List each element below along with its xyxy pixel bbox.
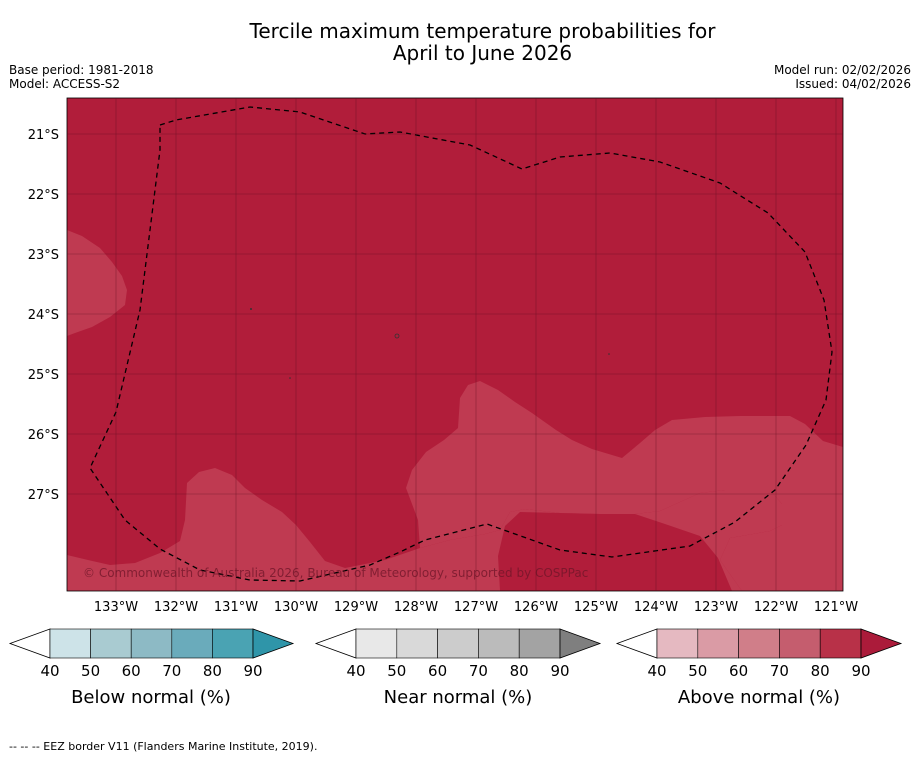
title-line-1: Tercile maximum temperature probabilitie…: [249, 19, 716, 43]
colorbar-tick-label: 60: [729, 662, 748, 680]
colorbar-over-arrow: [252, 628, 295, 659]
colorbar-segment: [478, 628, 520, 659]
island-marker: [608, 353, 610, 355]
title-line-2: April to June 2026: [392, 41, 573, 65]
colorbar-segment: [697, 628, 739, 659]
colorbar-2: 40 50 60 70 80 90 Near normal (%): [314, 628, 602, 708]
map-frame: [66, 97, 844, 592]
meta-right: Model run: 02/02/2026 Issued: 04/02/2026: [774, 63, 911, 91]
colorbar-segment: [396, 628, 438, 659]
base-period: Base period: 1981-2018: [9, 63, 154, 77]
colorbar-segment: [656, 628, 699, 659]
colorbar-3: 40 50 60 70 80 90 Above normal (%): [615, 628, 903, 708]
colorbar-tick-label: 50: [81, 662, 100, 680]
map-title: Tercile maximum temperature probabilitie…: [0, 20, 919, 64]
eez-border: [89, 106, 833, 582]
colorbars: 40 50 60 70 80 90 Below normal (%) 40 50 60 70 80 90…: [8, 628, 903, 708]
colorbar-under-arrow: [314, 628, 357, 659]
lon-label: 131°W: [214, 600, 258, 615]
colorbar-under-arrow: [8, 628, 51, 659]
colorbar-segment: [819, 628, 862, 659]
colorbar-segment: [49, 628, 91, 659]
colorbar-tick-label: 50: [688, 662, 707, 680]
colorbar-tick-label: 70: [162, 662, 181, 680]
colorbar-segment: [212, 628, 254, 659]
colorbar-segment: [738, 628, 780, 659]
gridlines: [67, 98, 843, 591]
colorbar-segment: [90, 628, 132, 659]
colorbar-tick-label: 60: [428, 662, 447, 680]
colorbar-tick-label: 70: [469, 662, 488, 680]
region-southcenter-dark: [498, 512, 732, 591]
lon-label: 132°W: [154, 600, 198, 615]
colorbar-segment: [518, 628, 561, 659]
colorbar-tick-label: 80: [811, 662, 830, 680]
lon-label: 121°W: [814, 600, 858, 615]
map-panel: © Commonwealth of Australia 2026, Bureau…: [66, 97, 844, 592]
model-run: Model run: 02/02/2026: [773, 63, 911, 77]
latitude-labels: 21°S 22°S 23°S 24°S 25°S 26°S 27°S: [28, 128, 59, 503]
colorbar-title: Near normal (%): [384, 687, 533, 708]
footnote-eez: -- -- -- EEZ border V11 (Flanders Marine…: [9, 740, 318, 753]
colorbar-over-arrow: [860, 628, 903, 659]
colorbar-tick-label: 50: [387, 662, 406, 680]
colorbar-segment: [130, 628, 173, 659]
meta-left: Base period: 1981-2018 Model: ACCESS-S2: [9, 63, 154, 91]
colorbar-tick-label: 90: [851, 662, 870, 680]
lon-label: 133°W: [94, 600, 138, 615]
colorbar-tick-label: 80: [510, 662, 529, 680]
lon-label: 122°W: [754, 600, 798, 615]
lat-label: 27°S: [28, 488, 59, 503]
lat-label: 22°S: [28, 188, 59, 203]
colorbar-tick-label: 60: [122, 662, 141, 680]
longitude-labels: 133°W 132°W 131°W 130°W 129°W 128°W 127°W 126°W…: [94, 600, 858, 615]
model-name: Model: ACCESS-S2: [9, 77, 121, 91]
lat-label: 23°S: [28, 248, 59, 263]
colorbar-over-arrow: [559, 628, 602, 659]
lon-label: 123°W: [694, 600, 738, 615]
lon-label: 129°W: [334, 600, 378, 615]
lon-label: 124°W: [634, 600, 678, 615]
colorbar-tick-label: 80: [203, 662, 222, 680]
lat-label: 24°S: [28, 308, 59, 323]
colorbar-title: Above normal (%): [678, 687, 840, 708]
colorbar-title: Below normal (%): [71, 687, 231, 708]
colorbar-tick-label: 90: [550, 662, 569, 680]
lon-label: 125°W: [574, 600, 618, 615]
island-marker: [289, 377, 291, 379]
colorbar-segment: [355, 628, 398, 659]
lat-label: 25°S: [28, 368, 59, 383]
colorbar-segment: [437, 628, 479, 659]
colorbar-under-arrow: [615, 628, 658, 659]
issued-date: Issued: 04/02/2026: [795, 77, 911, 91]
lat-label: 21°S: [28, 128, 59, 143]
colorbar-tick-label: 40: [647, 662, 666, 680]
colorbar-tick-label: 40: [40, 662, 59, 680]
lon-label: 128°W: [394, 600, 438, 615]
island-marker: [250, 308, 252, 310]
lon-label: 126°W: [514, 600, 558, 615]
lon-label: 130°W: [274, 600, 318, 615]
lat-label: 26°S: [28, 428, 59, 443]
colorbar-segment: [171, 628, 213, 659]
island-marker: [394, 333, 400, 339]
colorbar-tick-label: 90: [243, 662, 262, 680]
colorbar-tick-label: 40: [346, 662, 365, 680]
region-center-lighter: [406, 381, 843, 591]
copyright-text: © Commonwealth of Australia 2026, Bureau…: [83, 566, 588, 580]
colorbar-1: 40 50 60 70 80 90 Below normal (%): [8, 628, 295, 708]
region-west-lighter: [67, 230, 127, 336]
colorbar-tick-label: 70: [770, 662, 789, 680]
colorbar-segment: [779, 628, 821, 659]
lon-label: 127°W: [454, 600, 498, 615]
